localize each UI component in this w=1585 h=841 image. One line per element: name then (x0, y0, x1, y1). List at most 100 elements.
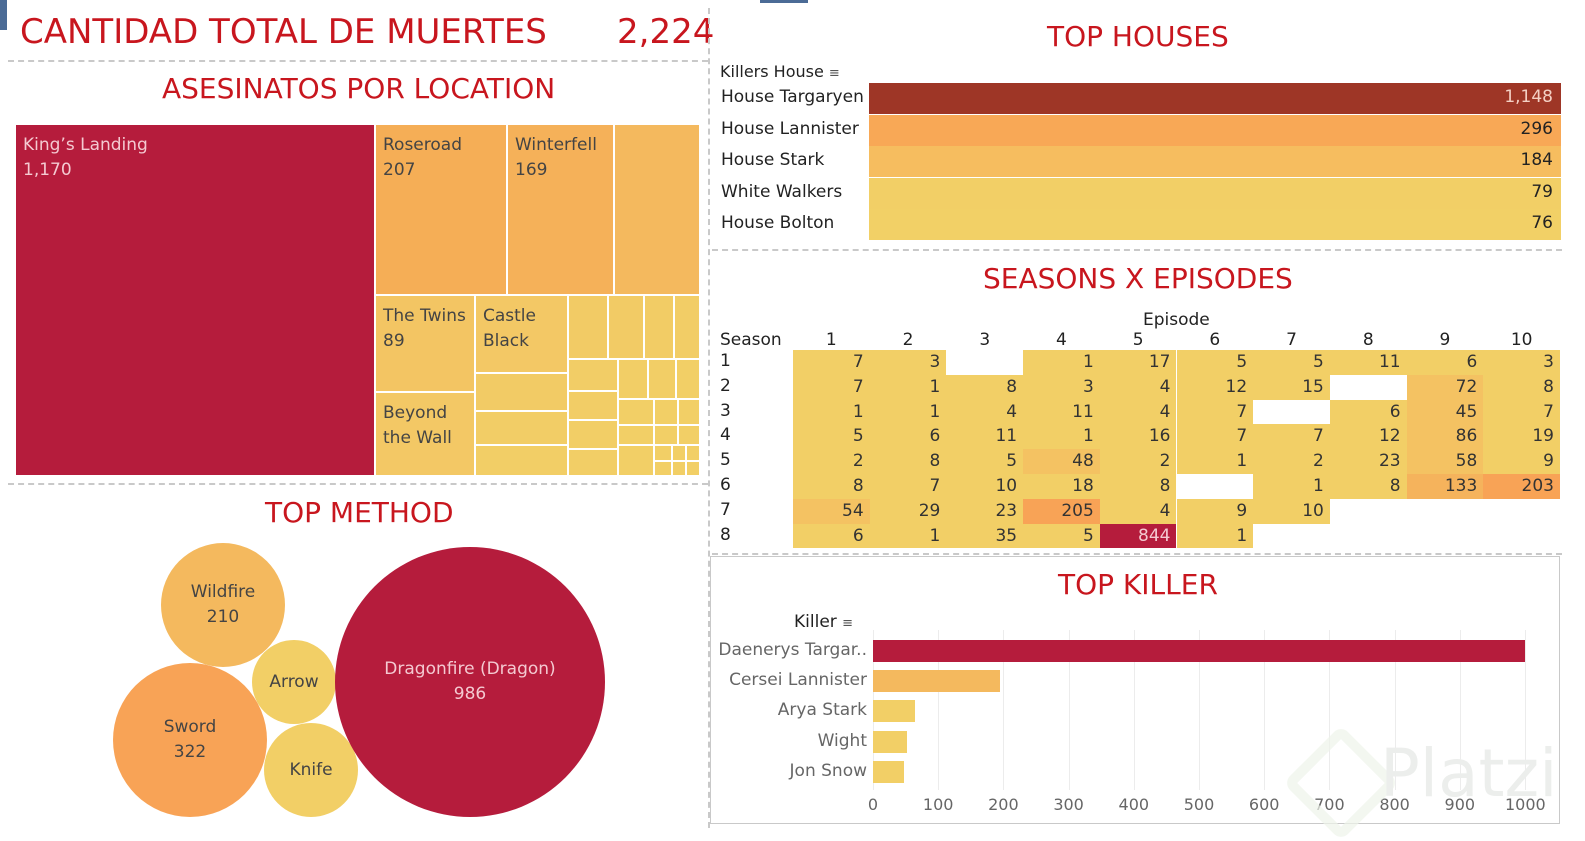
house-row[interactable]: House Targaryen 1,148 (713, 83, 1561, 114)
heatmap-cell[interactable]: 15 (1253, 374, 1330, 400)
heatmap-cell[interactable]: 1 (869, 399, 947, 425)
house-bar[interactable] (869, 177, 1561, 209)
heatmap-cell[interactable]: 6 (869, 424, 947, 450)
heatmap-cell[interactable]: 10 (946, 474, 1024, 499)
heatmap-cell[interactable]: 4 (946, 399, 1024, 425)
house-bar[interactable] (869, 83, 1561, 114)
treemap-cell[interactable] (674, 295, 700, 359)
treemap-cell[interactable] (568, 359, 618, 391)
treemap-cell-kings-landing[interactable]: King’s Landing 1,170 (15, 124, 375, 476)
heatmap-cell[interactable]: 133 (1406, 474, 1484, 499)
heatmap-cell[interactable]: 1 (869, 374, 947, 400)
collapse-icon[interactable] (0, 0, 7, 30)
treemap-cell[interactable] (686, 461, 700, 476)
heatmap-cell[interactable]: 17 (1099, 350, 1177, 375)
treemap-cell[interactable] (618, 359, 648, 399)
treemap-cell[interactable] (475, 411, 568, 445)
treemap-cell-winterfell[interactable]: Winterfell 169 (507, 124, 614, 295)
killer-bar[interactable] (873, 730, 907, 753)
bubble-wildfire[interactable]: Wildfire 210 (161, 543, 285, 667)
house-row[interactable]: House Bolton 76 (713, 209, 1561, 241)
treemap-cell[interactable] (608, 295, 644, 359)
treemap-cell[interactable] (618, 445, 654, 476)
heatmap-cell[interactable]: 86 (1406, 424, 1484, 450)
heatmap-cell[interactable]: 19 (1483, 424, 1560, 450)
heatmap-cell[interactable]: 45 (1406, 399, 1484, 425)
heatmap-cell[interactable]: 58 (1406, 449, 1484, 474)
heatmap-cell[interactable] (946, 350, 1024, 375)
heatmap-cell[interactable]: 205 (1023, 498, 1100, 524)
treemap-cell-castle-black[interactable]: Castle Black (475, 295, 568, 373)
house-bar[interactable] (869, 209, 1561, 241)
heatmap-cell[interactable]: 1 (1176, 523, 1254, 549)
house-row[interactable]: White Walkers 79 (713, 177, 1561, 209)
heatmap-cell[interactable]: 9 (1176, 498, 1254, 524)
treemap-cell[interactable] (614, 124, 700, 295)
heatmap-cell[interactable]: 1 (1023, 350, 1100, 375)
heatmap-cell[interactable]: 8 (869, 449, 947, 474)
heatmap-cell[interactable]: 16 (1099, 424, 1177, 450)
heatmap-cell[interactable]: 1 (793, 399, 870, 425)
heatmap-cell[interactable]: 1 (1253, 474, 1330, 499)
treemap-cell[interactable] (678, 399, 700, 425)
heatmap-cell[interactable]: 1 (869, 523, 947, 549)
treemap-cell[interactable] (686, 445, 700, 461)
treemap-cell[interactable] (676, 359, 700, 399)
heatmap-cell[interactable]: 4 (1099, 498, 1177, 524)
killer-bar[interactable] (873, 760, 905, 783)
heatmap-cell[interactable]: 18 (1023, 474, 1100, 499)
heatmap-cell[interactable]: 12 (1176, 374, 1254, 400)
treemap-cell[interactable] (568, 420, 618, 449)
treemap-cell[interactable] (475, 373, 568, 411)
treemap-cell[interactable] (654, 399, 678, 425)
heatmap-cell[interactable]: 11 (1023, 399, 1100, 425)
heatmap-cell[interactable]: 4 (1099, 399, 1177, 425)
heatmap-cell[interactable]: 8 (1099, 474, 1177, 499)
treemap-cell-the-twins[interactable]: The Twins 89 (375, 295, 475, 392)
treemap-cell[interactable] (654, 425, 678, 445)
heatmap-cell[interactable]: 5 (946, 449, 1024, 474)
heatmap-cell[interactable]: 1 (1176, 449, 1254, 474)
heatmap-cell[interactable] (1176, 474, 1254, 499)
heatmap-cell[interactable]: 10 (1253, 498, 1330, 524)
heatmap-cell[interactable]: 7 (793, 374, 870, 400)
heatmap-cell[interactable] (1253, 399, 1330, 425)
treemap-cell[interactable] (568, 391, 618, 420)
treemap-cell[interactable] (672, 445, 686, 461)
bubble-knife[interactable]: Knife (264, 723, 358, 817)
heatmap-cell[interactable]: 7 (1253, 424, 1330, 450)
heatmap-cell[interactable]: 8 (946, 374, 1024, 400)
heatmap-cell[interactable]: 5 (1023, 523, 1100, 549)
treemap-cell[interactable] (654, 461, 672, 476)
sort-icon[interactable]: ≡ (842, 616, 854, 631)
killer-bar[interactable] (873, 670, 1001, 693)
heatmap-cell[interactable]: 5 (1253, 350, 1330, 375)
heatmap-cell[interactable]: 23 (1329, 449, 1407, 474)
heatmap-cell[interactable]: 1 (1023, 424, 1100, 450)
heatmap-cell[interactable]: 7 (1483, 399, 1560, 425)
heatmap-cell[interactable]: 7 (869, 474, 947, 499)
bubble-dragonfire[interactable]: Dragonfire (Dragon) 986 (335, 547, 605, 817)
heatmap-cell[interactable]: 203 (1483, 474, 1560, 499)
heatmap-cell[interactable]: 7 (1176, 424, 1254, 450)
heatmap-cell[interactable]: 6 (1406, 350, 1484, 375)
heatmap-cell[interactable]: 23 (946, 498, 1024, 524)
treemap-cell[interactable] (618, 425, 654, 445)
treemap-cell[interactable] (678, 425, 700, 445)
heatmap-cell[interactable]: 11 (1329, 350, 1407, 375)
heatmap-cell[interactable]: 4 (1099, 374, 1177, 400)
heatmap-cell[interactable]: 2 (1253, 449, 1330, 474)
house-bar[interactable] (869, 114, 1561, 146)
heatmap-cell[interactable]: 8 (1483, 374, 1560, 400)
heatmap-cell[interactable]: 5 (793, 424, 870, 450)
heatmap-cell[interactable]: 8 (1329, 474, 1407, 499)
bubble-sword[interactable]: Sword 322 (113, 663, 267, 817)
house-row[interactable]: House Stark 184 (713, 146, 1561, 178)
treemap-cell-roseroad[interactable]: Roseroad 207 (375, 124, 507, 295)
heatmap-cell[interactable]: 5 (1176, 350, 1254, 375)
heatmap-cell[interactable]: 3 (869, 350, 947, 375)
heatmap-cell[interactable]: 35 (946, 523, 1024, 549)
heatmap-cell[interactable]: 9 (1483, 449, 1560, 474)
treemap-cell[interactable] (672, 461, 686, 476)
killer-bar[interactable] (873, 700, 916, 723)
